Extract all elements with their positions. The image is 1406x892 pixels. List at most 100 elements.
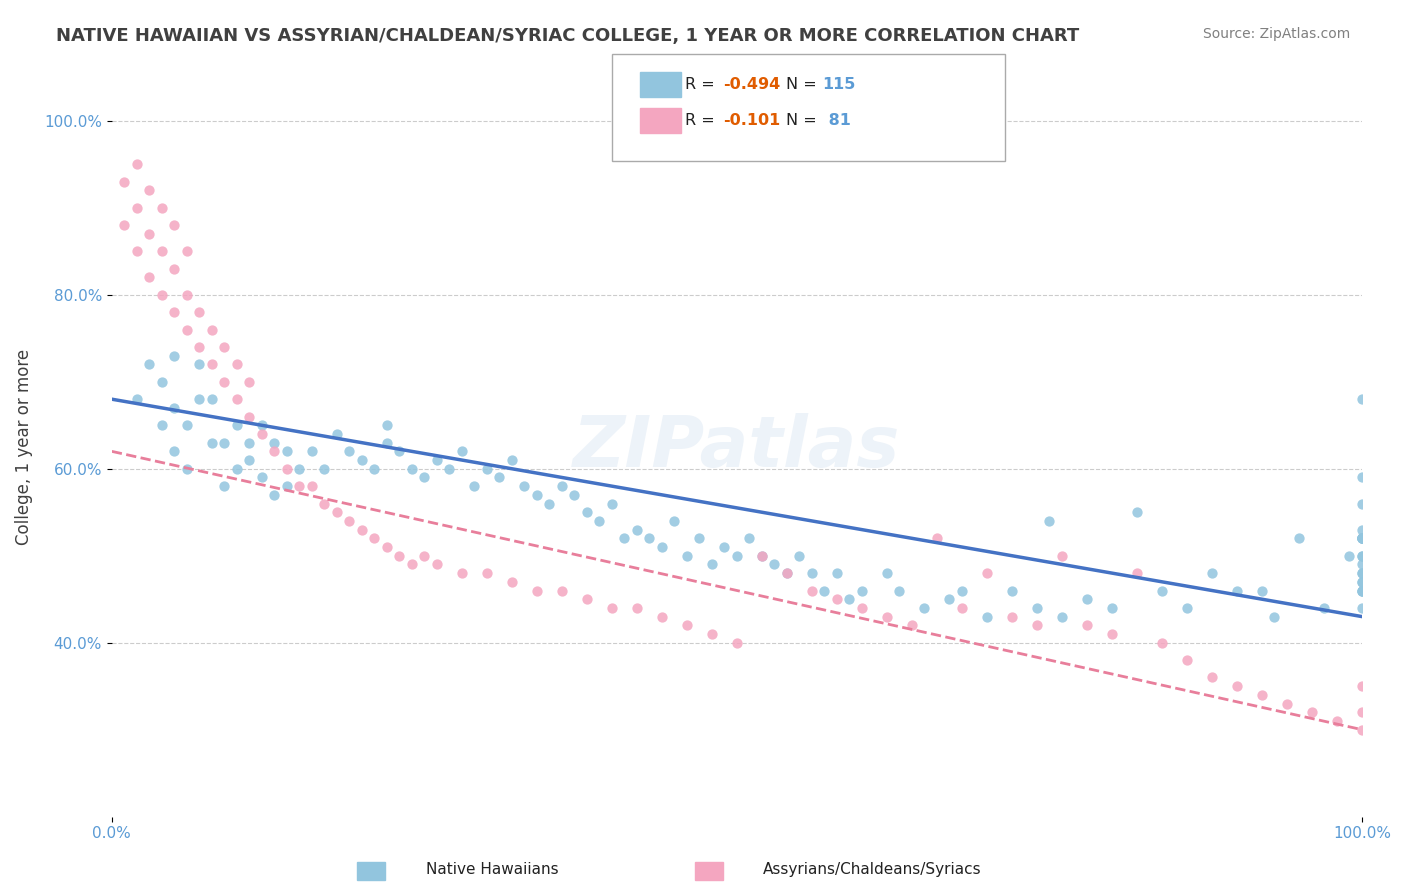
Point xyxy=(513,479,536,493)
Point xyxy=(163,401,186,415)
Point xyxy=(238,453,260,467)
Point xyxy=(363,532,385,546)
Point xyxy=(314,497,336,511)
Point xyxy=(463,479,485,493)
Point xyxy=(1351,532,1374,546)
Point xyxy=(1251,583,1274,598)
Point xyxy=(1076,592,1098,607)
Point xyxy=(150,244,173,259)
Point xyxy=(501,574,523,589)
Point xyxy=(201,392,224,407)
Point xyxy=(201,358,224,372)
Point xyxy=(613,532,636,546)
Point xyxy=(838,592,860,607)
Point xyxy=(751,549,773,563)
Point xyxy=(676,618,699,632)
Point xyxy=(1351,558,1374,572)
Text: Native Hawaiians: Native Hawaiians xyxy=(426,863,558,877)
Point xyxy=(851,583,873,598)
Point xyxy=(250,418,273,433)
Point xyxy=(526,488,548,502)
Point xyxy=(288,462,311,476)
Point xyxy=(1351,497,1374,511)
Point xyxy=(350,453,373,467)
Point xyxy=(375,540,398,554)
Point xyxy=(238,409,260,424)
Point xyxy=(1126,566,1149,581)
Point xyxy=(337,514,360,528)
Point xyxy=(1201,566,1223,581)
Text: R =: R = xyxy=(685,78,720,92)
Point xyxy=(551,479,574,493)
Point xyxy=(626,600,648,615)
Point xyxy=(1351,574,1374,589)
Text: -0.101: -0.101 xyxy=(723,113,780,128)
Point xyxy=(201,323,224,337)
Point xyxy=(976,566,998,581)
Point xyxy=(426,558,449,572)
Point xyxy=(214,375,236,389)
Text: ZIPatlas: ZIPatlas xyxy=(574,412,901,482)
Point xyxy=(263,444,285,458)
Point xyxy=(263,488,285,502)
Point xyxy=(1038,514,1060,528)
Point xyxy=(1175,653,1198,667)
Point xyxy=(1275,697,1298,711)
Point xyxy=(1351,583,1374,598)
Point xyxy=(214,435,236,450)
Point xyxy=(1351,532,1374,546)
Point xyxy=(901,618,924,632)
Point xyxy=(163,305,186,319)
Point xyxy=(638,532,661,546)
Point xyxy=(1150,635,1173,649)
Point xyxy=(288,479,311,493)
Point xyxy=(426,453,449,467)
Point xyxy=(176,418,198,433)
Point xyxy=(1351,549,1374,563)
Point xyxy=(176,244,198,259)
Point xyxy=(800,566,823,581)
Point xyxy=(1175,600,1198,615)
Point xyxy=(1351,583,1374,598)
Point xyxy=(950,600,973,615)
Point xyxy=(1226,583,1249,598)
Point xyxy=(188,358,211,372)
Point xyxy=(538,497,561,511)
Point xyxy=(188,340,211,354)
Point xyxy=(150,375,173,389)
Point xyxy=(1351,532,1374,546)
Point xyxy=(301,479,323,493)
Point xyxy=(851,600,873,615)
Point xyxy=(1351,566,1374,581)
Point xyxy=(1351,532,1374,546)
Point xyxy=(575,592,598,607)
Point xyxy=(401,558,423,572)
Point xyxy=(1001,609,1024,624)
Point xyxy=(813,583,835,598)
Point xyxy=(225,418,247,433)
Text: 115: 115 xyxy=(823,78,856,92)
Point xyxy=(388,549,411,563)
Point xyxy=(688,532,710,546)
Text: N =: N = xyxy=(786,113,823,128)
Point xyxy=(950,583,973,598)
Point xyxy=(1076,618,1098,632)
Point xyxy=(1351,583,1374,598)
Point xyxy=(401,462,423,476)
Point xyxy=(1050,609,1073,624)
Point xyxy=(363,462,385,476)
Point xyxy=(1351,392,1374,407)
Point xyxy=(276,479,298,493)
Point xyxy=(314,462,336,476)
Point xyxy=(1351,566,1374,581)
Point xyxy=(225,358,247,372)
Point xyxy=(1126,505,1149,519)
Point xyxy=(125,244,148,259)
Point xyxy=(588,514,610,528)
Point xyxy=(825,566,848,581)
Point xyxy=(564,488,586,502)
Point xyxy=(475,462,498,476)
Point xyxy=(451,566,474,581)
Point xyxy=(1351,470,1374,484)
Point xyxy=(150,418,173,433)
